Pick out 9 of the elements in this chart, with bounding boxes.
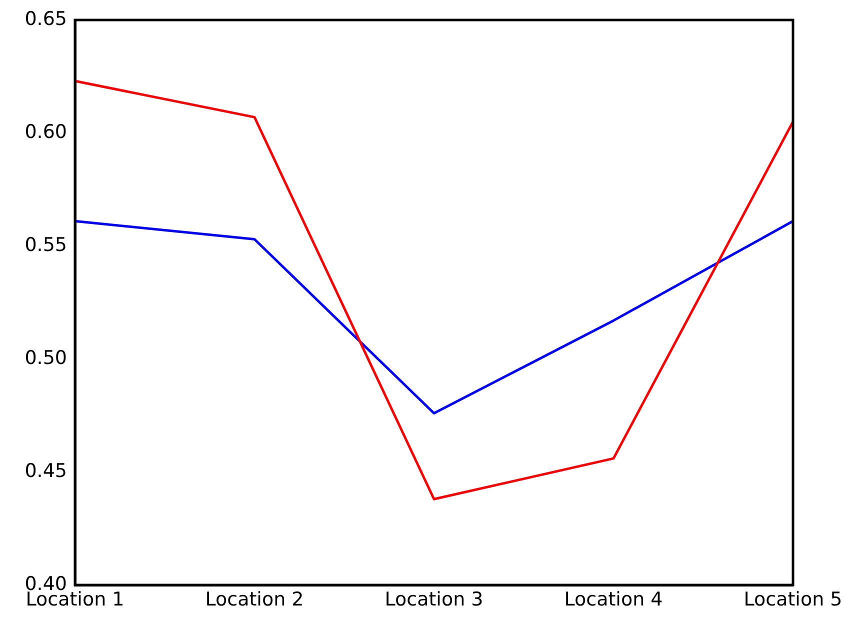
x-tick-label: Location 2 xyxy=(205,588,304,610)
y-tick-label: 0.60 xyxy=(24,120,67,143)
y-tick-label: 0.55 xyxy=(24,234,67,256)
x-tick-label: Location 4 xyxy=(564,588,663,610)
x-tick-label: Location 5 xyxy=(744,588,842,610)
x-tick-label: Location 3 xyxy=(384,588,484,610)
y-tick-label: 0.50 xyxy=(24,346,67,369)
y-tick-label: 0.45 xyxy=(24,460,67,482)
y-tick-label: 0.65 xyxy=(24,8,67,30)
